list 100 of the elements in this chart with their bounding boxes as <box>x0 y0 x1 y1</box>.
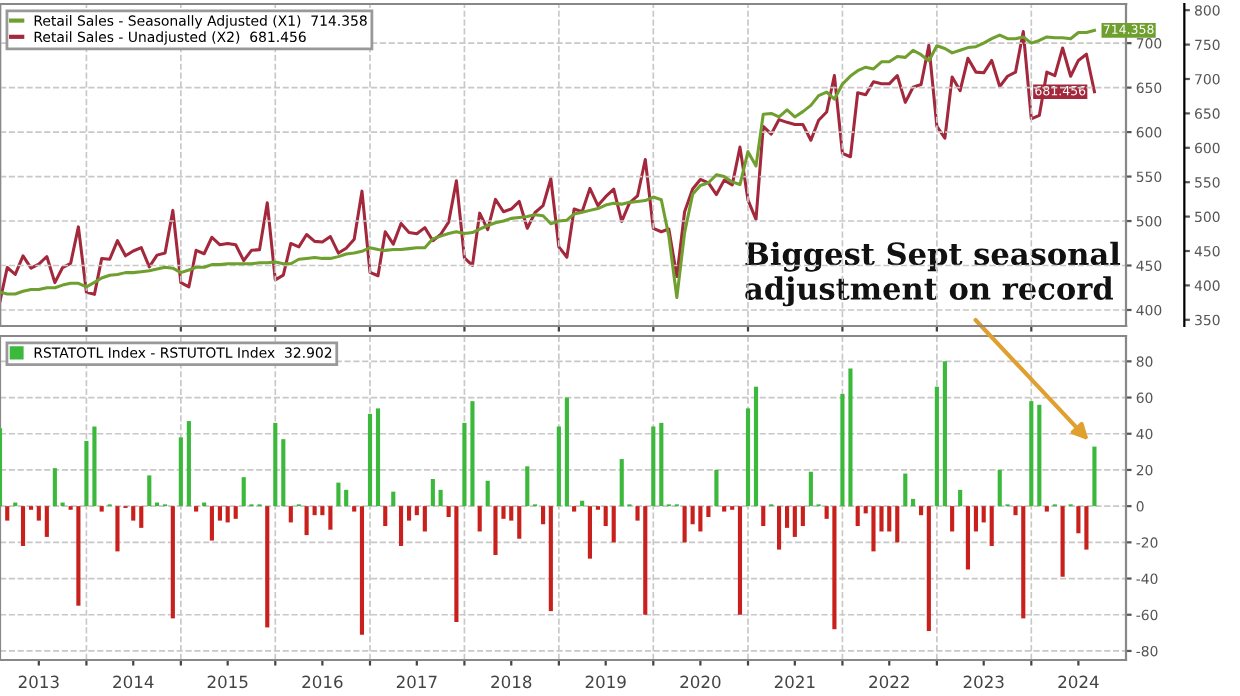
x-tick-label: 2023 <box>963 675 1004 689</box>
bar <box>981 506 986 523</box>
bar <box>942 361 947 507</box>
bar <box>580 500 585 507</box>
bar <box>414 506 419 516</box>
bar <box>525 466 530 507</box>
bar <box>737 506 743 615</box>
bar <box>186 421 191 507</box>
x-tick-label: 2014 <box>113 675 154 689</box>
bar <box>1037 404 1042 507</box>
bar <box>950 506 955 532</box>
x-tick-label: 2022 <box>869 675 909 689</box>
bar <box>1060 506 1065 577</box>
bar <box>462 422 467 507</box>
bar <box>698 506 703 532</box>
bar <box>273 422 278 507</box>
bar <box>855 506 860 527</box>
bar <box>485 480 490 507</box>
x-tick-label: 2016 <box>302 675 343 689</box>
bar <box>690 506 695 525</box>
bar <box>5 506 10 521</box>
bar <box>548 506 553 612</box>
bar <box>139 506 144 528</box>
bar <box>722 506 727 512</box>
bar <box>265 506 270 628</box>
bar <box>288 506 293 523</box>
bar <box>36 506 41 521</box>
bar <box>1084 506 1089 550</box>
bar <box>320 506 325 516</box>
bar <box>659 422 664 507</box>
bar <box>470 401 475 507</box>
bar <box>587 506 592 559</box>
bar <box>304 506 309 536</box>
bar <box>564 397 569 507</box>
bar <box>178 437 183 507</box>
bar <box>1076 506 1081 534</box>
bar <box>753 386 759 507</box>
bar <box>281 439 286 507</box>
bar <box>336 482 341 507</box>
bar <box>454 506 459 622</box>
bar <box>706 506 711 518</box>
bar <box>398 506 404 546</box>
bar <box>233 506 238 519</box>
x-tick-label: 2015 <box>207 675 248 689</box>
bar <box>611 506 616 543</box>
bar <box>52 468 57 507</box>
bar <box>84 440 89 507</box>
bar <box>99 506 104 512</box>
bar <box>1044 506 1049 512</box>
bar <box>375 408 381 507</box>
bar <box>776 506 782 550</box>
bar <box>572 506 577 512</box>
bar <box>761 506 766 527</box>
bar <box>919 506 924 516</box>
bar <box>989 506 994 546</box>
bar <box>784 506 790 528</box>
x-tick-label: 2019 <box>585 675 626 689</box>
bar <box>643 506 648 615</box>
bar <box>1021 506 1026 619</box>
annotation: Biggest Sept seasonal adjustment on record <box>745 241 1121 307</box>
bar <box>438 489 443 507</box>
bar <box>241 477 246 507</box>
bar <box>131 506 136 521</box>
x-tick-label: 2018 <box>491 675 532 689</box>
bar <box>147 475 152 507</box>
bar <box>225 506 230 523</box>
bar <box>714 469 719 507</box>
bar <box>517 506 522 539</box>
bar <box>832 506 837 630</box>
bar <box>895 506 900 543</box>
bar <box>406 506 412 521</box>
bar <box>44 506 49 537</box>
bar <box>910 498 916 507</box>
bar <box>903 473 908 507</box>
bar <box>217 506 222 521</box>
bar <box>965 506 970 570</box>
x-tick-label: 2020 <box>680 675 721 689</box>
bar <box>115 506 120 552</box>
bar <box>391 491 396 507</box>
bar <box>887 506 892 532</box>
bar <box>383 506 388 527</box>
bar <box>973 506 979 532</box>
bar <box>430 478 435 507</box>
bar <box>352 506 357 512</box>
bar <box>20 506 26 546</box>
bar <box>312 506 317 516</box>
x-tick-label: 2024 <box>1058 675 1099 689</box>
bar <box>493 506 498 556</box>
bar <box>1092 446 1097 507</box>
bar <box>958 489 963 507</box>
x-tick-label: 2021 <box>774 675 815 689</box>
bar <box>934 386 939 507</box>
bar <box>209 506 214 541</box>
bar <box>359 506 365 635</box>
bar <box>194 506 199 512</box>
bar <box>170 506 175 619</box>
bar <box>619 459 624 507</box>
bar <box>745 408 751 507</box>
bar <box>792 506 797 537</box>
bar <box>926 506 931 632</box>
